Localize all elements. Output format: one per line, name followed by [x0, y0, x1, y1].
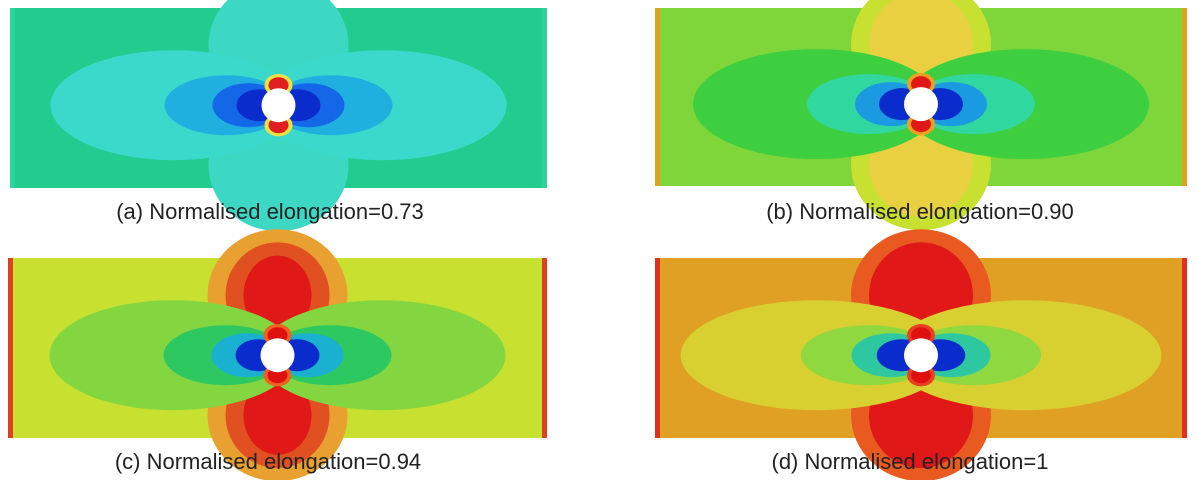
caption: (c) Normalised elongation=0.94 — [115, 449, 421, 474]
contour-region — [655, 8, 660, 186]
contour-region — [10, 8, 15, 188]
contour-panel — [8, 229, 547, 480]
contour-panel — [655, 229, 1187, 480]
contour-region — [655, 258, 660, 438]
caption: (a) Normalised elongation=0.73 — [116, 199, 424, 224]
caption: (d) Normalised elongation=1 — [772, 449, 1049, 474]
contour-region — [542, 8, 547, 188]
contour-region — [8, 258, 13, 438]
contour-region — [243, 375, 312, 455]
contour-region — [904, 87, 938, 122]
contour-region — [243, 255, 312, 335]
contour-region — [261, 88, 296, 123]
contour-region — [1182, 8, 1187, 186]
contour-panel — [10, 0, 547, 232]
contour-region — [542, 258, 547, 438]
contour-region — [260, 338, 295, 373]
contour-region — [1182, 258, 1187, 438]
caption: (b) Normalised elongation=0.90 — [766, 199, 1074, 224]
contour-panel — [655, 0, 1187, 231]
contour-region — [904, 338, 938, 373]
